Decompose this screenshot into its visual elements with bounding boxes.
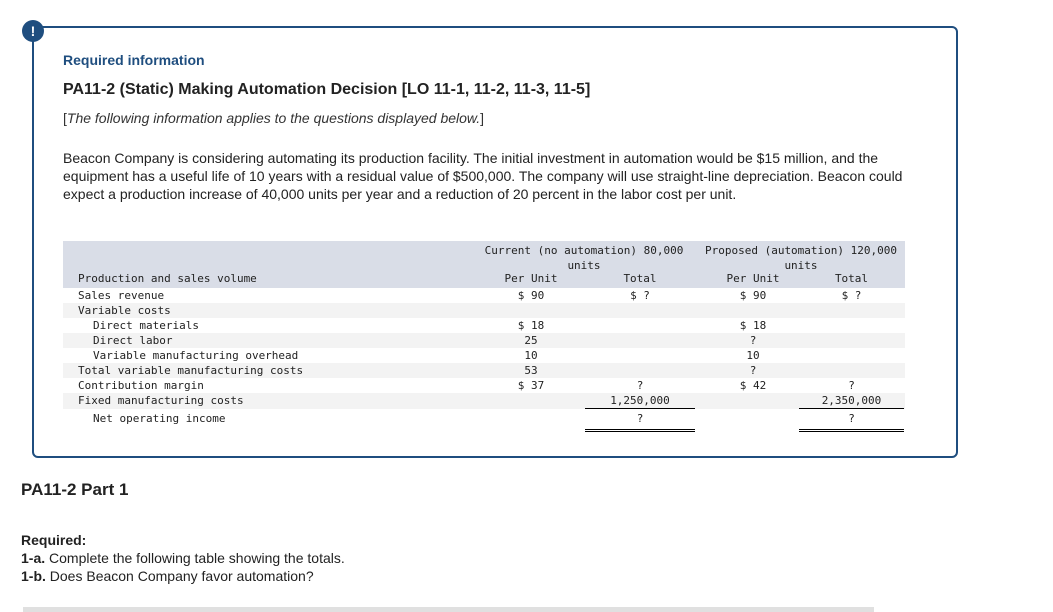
required-information-label: Required information [63,52,205,68]
requirement-item: 1-b. Does Beacon Company favor automatio… [21,567,345,585]
problem-description: Beacon Company is considering automating… [63,150,903,202]
cell: $ 37 [517,379,545,392]
cell: 10 [703,348,803,364]
alert-icon: ! [22,20,44,42]
cell: 25 [524,334,538,347]
problem-title: PA11-2 (Static) Making Automation Decisi… [63,81,591,98]
table-row: Variable costs [63,303,905,318]
col-per-unit-current: Per Unit [504,272,558,285]
note-text: The following information applies to the… [66,110,481,126]
row-label: Direct labor [93,334,173,347]
row-label: Fixed manufacturing costs [78,394,244,407]
col-total-current: Total [623,272,657,285]
row-label: Total variable manufacturing costs [78,364,304,377]
bracket-open: [ [63,110,67,126]
cell: ? [585,409,695,432]
cell: $ 18 [517,319,545,332]
cell: 2,350,000 [799,393,904,409]
table-row: Contribution margin $ 37 ? $ 42 ? [63,378,905,393]
volume-label: Production and sales volume [78,272,257,285]
requirement-text: Does Beacon Company favor automation? [45,568,314,584]
info-note: [The following information applies to th… [63,110,484,126]
requirement-text: Complete the following table showing the… [45,550,345,566]
bracket-close: ] [480,110,485,126]
required-section: Required: 1-a. Complete the following ta… [21,531,345,585]
table-header: Current (no automation) 80,000 units Pro… [63,241,905,288]
cell: 53 [524,364,538,377]
cell: ? [749,364,757,377]
income-comparison-table: Current (no automation) 80,000 units Pro… [63,241,905,432]
required-label: Required: [21,532,87,548]
cell: ? [636,379,644,392]
cell: 10 [487,348,575,364]
table-row: Direct materials $ 18 $ 18 [63,318,905,333]
requirement-number: 1-a. [21,550,46,566]
table-row: Fixed manufacturing costs 1,250,000 2,35… [63,393,905,409]
row-label: Net operating income [93,412,226,425]
table-row: Total variable manufacturing costs 53 ? [63,363,905,378]
cell: $ 90 [517,289,545,302]
cell: $ 18 [739,319,767,332]
group-proposed-header: Proposed (automation) 120,000 units [704,244,898,272]
requirement-number: 1-b. [21,568,46,584]
row-label: Sales revenue [78,289,165,302]
row-label: Direct materials [93,319,199,332]
table-row: Sales revenue $ 90 $ ? $ 90 $ ? [63,288,905,303]
col-total-proposed: Total [834,272,869,285]
cell: $ ? [841,289,862,302]
row-label: Contribution margin [78,379,204,392]
table-row: Variable manufacturing overhead 10 10 [63,348,905,364]
part-title: PA11-2 Part 1 [21,480,129,499]
row-label: Variable manufacturing overhead [93,349,299,362]
cell: ? [848,379,855,392]
tab-bar-edge [23,607,874,612]
group-current-header: Current (no automation) 80,000 units [484,244,684,272]
cell: ? [749,334,757,347]
cell: ? [799,409,904,432]
required-information-box [32,26,958,458]
col-per-unit-proposed: Per Unit [726,272,780,285]
row-label: Variable costs [78,304,171,317]
table-row: Net operating income ? ? [63,409,905,432]
cell: 1,250,000 [585,393,695,409]
cell: $ 90 [739,289,767,302]
table-row: Direct labor 25 ? [63,333,905,348]
cell: $ ? [630,289,650,302]
requirement-item: 1-a. Complete the following table showin… [21,549,345,567]
cell: $ 42 [739,379,767,392]
